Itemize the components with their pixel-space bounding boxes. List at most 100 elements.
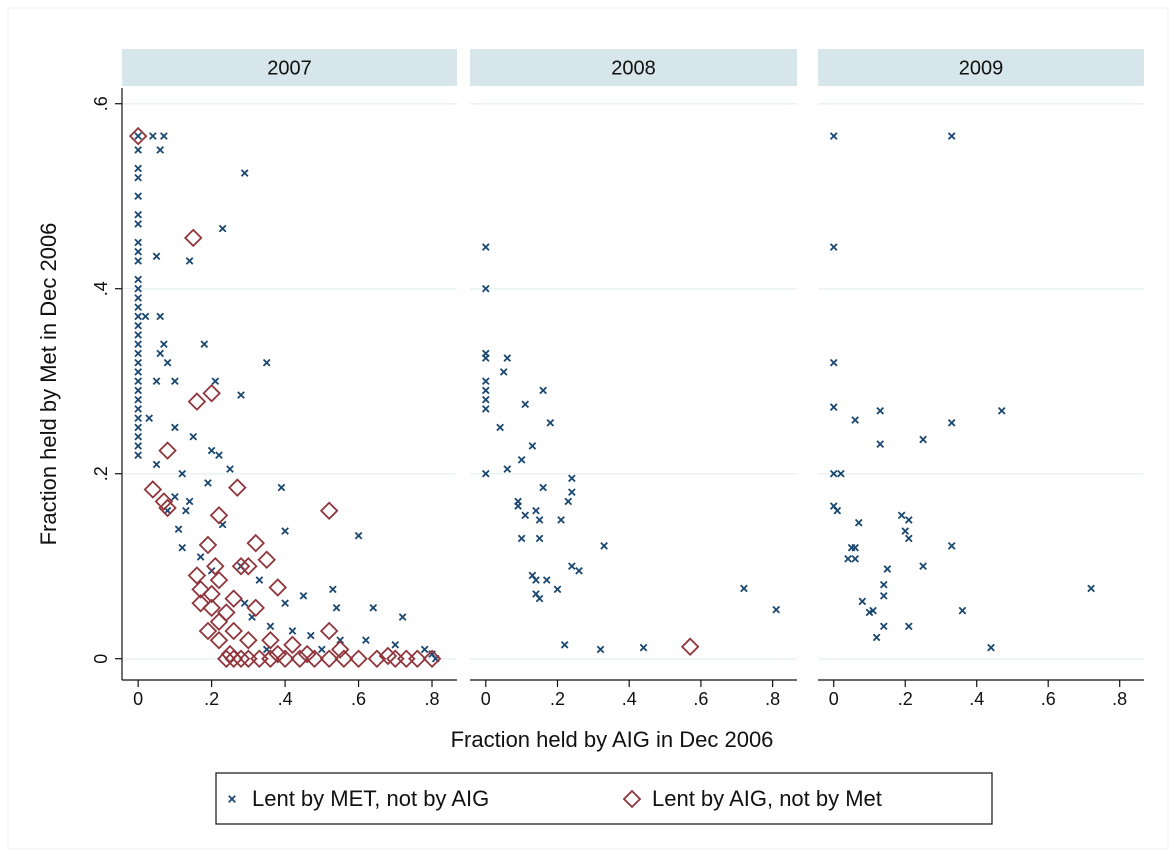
point bbox=[329, 585, 337, 594]
point bbox=[481, 377, 490, 386]
point bbox=[829, 403, 838, 411]
point bbox=[904, 622, 913, 631]
point bbox=[987, 643, 995, 652]
panel-title: 2008 bbox=[611, 57, 656, 79]
panel-title: 2009 bbox=[959, 57, 1004, 79]
point bbox=[134, 164, 142, 173]
point bbox=[288, 627, 297, 635]
point bbox=[202, 598, 221, 618]
point bbox=[319, 501, 339, 520]
point bbox=[901, 527, 910, 535]
point bbox=[362, 636, 370, 645]
point bbox=[829, 358, 838, 367]
point bbox=[879, 580, 888, 589]
point bbox=[305, 649, 324, 668]
point bbox=[268, 644, 288, 664]
panel-title: 2007 bbox=[267, 57, 312, 79]
point bbox=[134, 451, 142, 460]
point bbox=[408, 649, 427, 668]
point bbox=[639, 643, 648, 652]
point bbox=[134, 247, 142, 256]
x-tick-label: .2 bbox=[898, 689, 913, 709]
point bbox=[134, 358, 142, 367]
point bbox=[680, 637, 700, 656]
legend-marker bbox=[622, 789, 642, 809]
point bbox=[367, 649, 387, 668]
point bbox=[851, 543, 860, 552]
point bbox=[239, 556, 258, 576]
point bbox=[858, 597, 867, 606]
point bbox=[557, 516, 565, 524]
point bbox=[391, 641, 400, 649]
point bbox=[228, 478, 247, 497]
point bbox=[209, 630, 229, 650]
point bbox=[829, 132, 838, 140]
point bbox=[171, 423, 179, 432]
point bbox=[330, 640, 350, 659]
point bbox=[134, 377, 142, 386]
point bbox=[772, 605, 781, 614]
point bbox=[134, 386, 142, 395]
panel-strip bbox=[818, 49, 1144, 86]
y-tick-label: 0 bbox=[91, 654, 111, 664]
legend-label: Lent by MET, not by AIG bbox=[252, 786, 489, 811]
point bbox=[182, 506, 190, 515]
x-tick-label: 0 bbox=[829, 689, 839, 709]
point bbox=[246, 598, 265, 618]
point bbox=[266, 622, 275, 631]
point bbox=[134, 405, 142, 413]
point bbox=[919, 435, 927, 444]
point bbox=[481, 395, 490, 404]
y-tick-label: .4 bbox=[91, 281, 111, 296]
x-tick-label: .8 bbox=[1112, 689, 1127, 709]
point bbox=[481, 284, 490, 293]
point bbox=[904, 516, 913, 524]
x-tick-label: .6 bbox=[1041, 689, 1056, 709]
point bbox=[837, 469, 845, 478]
point bbox=[306, 631, 315, 640]
point bbox=[369, 604, 378, 612]
point bbox=[128, 126, 148, 146]
legend-marker bbox=[228, 795, 236, 803]
point bbox=[152, 252, 161, 261]
point bbox=[191, 593, 210, 613]
point bbox=[844, 554, 852, 563]
point bbox=[158, 441, 177, 460]
point bbox=[398, 613, 407, 621]
point bbox=[947, 542, 956, 550]
point bbox=[420, 645, 429, 654]
point bbox=[206, 556, 225, 576]
point bbox=[275, 649, 295, 668]
point bbox=[240, 599, 249, 608]
x-tick-label: .4 bbox=[278, 689, 293, 709]
point bbox=[481, 243, 490, 251]
point bbox=[872, 633, 881, 642]
point bbox=[224, 649, 243, 668]
point bbox=[207, 446, 216, 455]
point bbox=[740, 584, 748, 593]
point bbox=[564, 497, 573, 506]
point bbox=[535, 534, 544, 543]
point bbox=[947, 132, 956, 140]
point bbox=[178, 469, 187, 478]
point bbox=[876, 440, 885, 448]
point bbox=[919, 562, 927, 571]
point bbox=[134, 210, 142, 219]
point bbox=[134, 414, 142, 423]
point bbox=[546, 419, 555, 427]
point bbox=[160, 132, 168, 140]
point bbox=[156, 349, 165, 358]
point bbox=[134, 312, 142, 321]
point bbox=[281, 527, 289, 535]
point bbox=[224, 589, 243, 608]
point bbox=[829, 243, 838, 251]
point bbox=[354, 531, 363, 540]
panel-strip bbox=[470, 49, 797, 86]
point bbox=[209, 506, 229, 525]
point bbox=[261, 649, 280, 668]
point bbox=[134, 442, 142, 450]
point bbox=[255, 576, 264, 584]
point bbox=[174, 525, 183, 534]
point bbox=[532, 506, 540, 515]
plot-area bbox=[470, 88, 797, 680]
